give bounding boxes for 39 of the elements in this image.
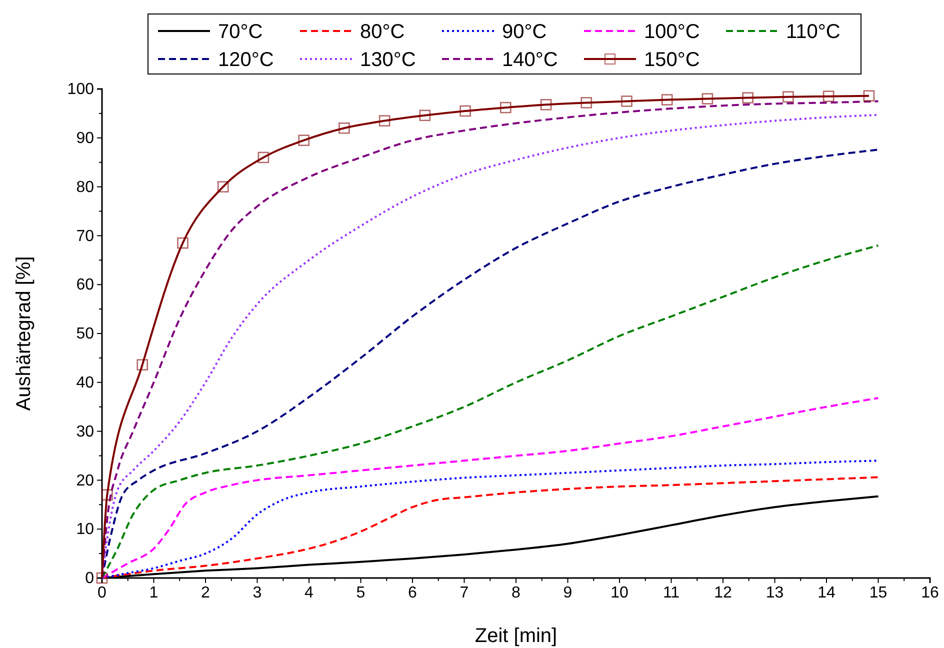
y-tick-label: 40 — [76, 374, 94, 392]
x-tick-label: 13 — [766, 584, 784, 602]
legend-label: 130°C — [360, 49, 416, 71]
legend-label: 80°C — [360, 21, 405, 43]
x-tick-label: 1 — [149, 584, 158, 602]
x-tick-label: 7 — [460, 584, 469, 602]
x-tick-label: 3 — [252, 584, 262, 602]
x-axis-title: Zeit [min] — [474, 625, 558, 647]
x-tick-label: 4 — [304, 584, 314, 602]
x-tick-label: 0 — [98, 584, 107, 602]
legend-label: 120°C — [218, 49, 274, 71]
y-tick-label: 30 — [76, 423, 94, 440]
y-tick-label: 90 — [76, 130, 94, 148]
legend-label: 70°C — [218, 21, 263, 43]
y-tick-label: 50 — [76, 326, 94, 343]
legend-label: 90°C — [502, 21, 547, 43]
x-tick-label: 11 — [662, 584, 680, 602]
x-tick-label: 9 — [563, 584, 572, 602]
y-tick-label: 0 — [85, 570, 94, 588]
x-tick-label: 6 — [408, 584, 418, 602]
x-tick-label: 15 — [869, 584, 888, 602]
y-tick-label: 100 — [67, 81, 94, 98]
y-axis-title: Aushärtegrad [%] — [13, 256, 35, 411]
legend-label: 100°C — [644, 21, 700, 43]
x-tick-label: 8 — [512, 584, 521, 602]
legend-label: 110°C — [786, 21, 840, 43]
legend-label: 140°C — [502, 49, 558, 71]
y-tick-label: 20 — [76, 472, 94, 490]
x-tick-label: 16 — [921, 584, 939, 602]
y-tick-label: 80 — [76, 178, 94, 196]
legend-label: 150°C — [644, 49, 700, 71]
x-tick-label: 12 — [714, 584, 732, 602]
x-tick-label: 2 — [201, 584, 210, 602]
x-tick-label: 14 — [818, 584, 836, 602]
y-tick-label: 70 — [76, 228, 94, 245]
x-tick-label: 10 — [610, 584, 628, 602]
x-tick-label: 5 — [356, 584, 366, 602]
y-tick-label: 10 — [76, 521, 94, 538]
y-tick-label: 60 — [76, 276, 94, 294]
